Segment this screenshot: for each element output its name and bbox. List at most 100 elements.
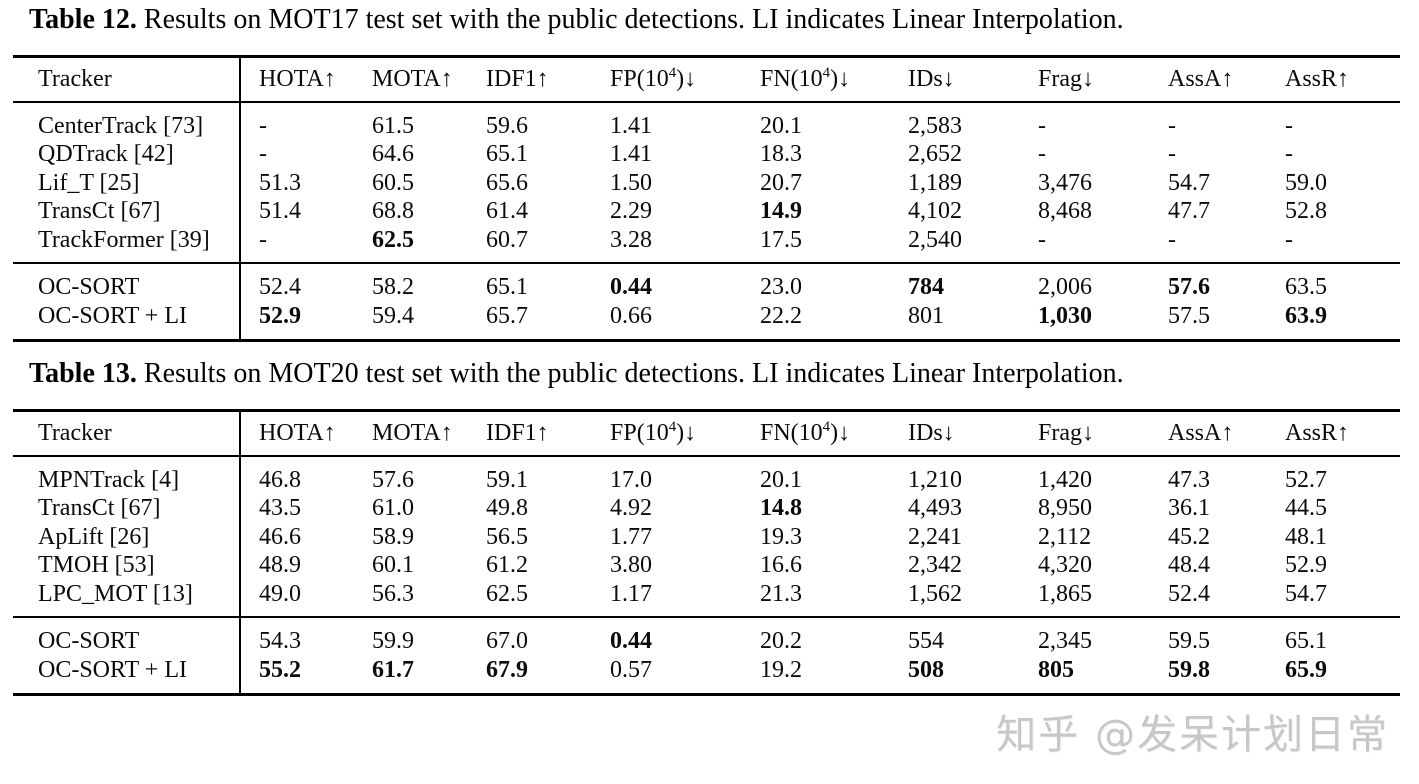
table-row: Lif_T [25] 51.3 60.5 65.6 1.50 20.7 1,189 3,476… [13, 168, 1400, 198]
table-cell: - [1038, 226, 1046, 253]
table-row: OC-SORT + LI 52.9 59.4 65.7 0.66 22.2 801 1,030… [13, 302, 1400, 341]
table-cell: 22.2 [760, 303, 802, 330]
table-cell: - [1285, 112, 1293, 139]
table-cell: 2,652 [908, 141, 962, 168]
table-cell: 3.80 [610, 552, 652, 579]
zhihu-watermark: 知乎 @发呆计划日常 [996, 712, 1389, 758]
table-cell: 46.6 [239, 522, 354, 552]
table-cell: 1,210 [908, 466, 962, 493]
table-cell: TransCt [67] [38, 495, 161, 522]
table-body-ocsort: OC-SORT 52.4 58.2 65.1 0.44 23.0 784 2,006 57.6 6… [13, 263, 1400, 341]
table-cell: 0.44 [610, 274, 652, 301]
table-cell: Lif_T [25] [38, 169, 140, 196]
table-cell: 59.8 [1168, 657, 1210, 684]
table-cell: - [1038, 112, 1046, 139]
column-header: FP(104)↓ [610, 64, 697, 92]
header-row: Tracker HOTA↑ MOTA↑ IDF1↑ FP(104)↓ FN(104)↓ ID… [13, 410, 1400, 456]
table-cell: 58.9 [372, 523, 414, 550]
table-cell: 4,102 [908, 198, 962, 225]
table-cell: 554 [908, 628, 944, 655]
table-row: OC-SORT + LI 55.2 61.7 67.9 0.57 19.2 508 805 59… [13, 656, 1400, 695]
table-cell: 20.2 [760, 628, 802, 655]
table-cell: - [1285, 141, 1293, 168]
table-cell: 19.3 [760, 523, 802, 550]
table-cell: 65.9 [1285, 657, 1327, 684]
table-cell: 0.66 [610, 303, 652, 330]
table-cell: LPC_MOT [13] [38, 580, 193, 607]
table-cell: 14.9 [760, 198, 802, 225]
table-cell: 63.5 [1285, 274, 1327, 301]
table-cell: 65.6 [486, 169, 528, 196]
table-cell: 45.2 [1168, 523, 1210, 550]
table-cell: 48.9 [239, 551, 354, 580]
column-header: Tracker [38, 65, 112, 92]
table-cell: 55.2 [239, 656, 354, 695]
table-block-mot20: Table 13. Results on MOT20 test set with… [13, 356, 1405, 696]
table-cell: 57.6 [1168, 274, 1210, 301]
table-cell: 1,420 [1038, 466, 1092, 493]
table-body-baselines: MPNTrack [4] 46.8 57.6 59.1 17.0 20.1 1,210 1,4… [13, 455, 1400, 618]
table-body-ocsort: OC-SORT 54.3 59.9 67.0 0.44 20.2 554 2,345 59.5 6… [13, 617, 1400, 695]
caption-label: Table 13. [29, 358, 137, 389]
table12-caption: Table 12. Results on MOT17 test set with… [29, 2, 1405, 38]
table-cell: 1.17 [610, 580, 652, 607]
table-cell: 52.4 [1168, 580, 1210, 607]
table-cell: 65.1 [486, 274, 528, 301]
column-header: AssR↑ [1285, 419, 1350, 446]
table-cell: 52.9 [1285, 552, 1327, 579]
column-header: IDs↓ [908, 65, 955, 92]
table-cell: 68.8 [372, 198, 414, 225]
table-cell: 2,345 [1038, 628, 1092, 655]
table-cell: 64.6 [372, 141, 414, 168]
table-cell: 48.1 [1285, 523, 1327, 550]
table-cell: OC-SORT [38, 628, 140, 655]
table-cell: 784 [908, 274, 944, 301]
table-cell: 1.50 [610, 169, 652, 196]
table-cell: 51.4 [239, 197, 354, 226]
table-cell: MPNTrack [4] [38, 466, 180, 493]
table-cell: 36.1 [1168, 495, 1210, 522]
column-header: Frag↓ [1038, 419, 1094, 446]
table-cell: 1,030 [1038, 303, 1092, 330]
table-cell: 48.4 [1168, 552, 1210, 579]
table-cell: 0.57 [610, 657, 652, 684]
table-cell: 1.41 [610, 141, 652, 168]
column-header: Tracker [38, 419, 112, 446]
table-cell: 23.0 [760, 274, 802, 301]
table-cell: 52.4 [239, 263, 354, 303]
table-cell: 59.6 [486, 112, 528, 139]
table-cell: 801 [908, 303, 944, 330]
table-cell: 56.5 [486, 523, 528, 550]
table-cell: 59.5 [1168, 628, 1210, 655]
table-cell: - [1285, 226, 1293, 253]
table-cell: 805 [1038, 657, 1074, 684]
table-cell: 61.0 [372, 495, 414, 522]
table-cell: 59.0 [1285, 169, 1327, 196]
table-body-baselines: CenterTrack [73] -61.5 59.6 1.41 20.1 2,583- -… [13, 101, 1400, 264]
caption-text: Results on MOT20 test set with the publi… [136, 358, 1124, 389]
table-cell: 19.2 [760, 657, 802, 684]
column-header: Frag↓ [1038, 65, 1094, 92]
table-cell: TrackFormer [39] [38, 226, 210, 253]
table-cell: - [1168, 112, 1176, 139]
table-cell: 44.5 [1285, 495, 1327, 522]
table-cell: 2,006 [1038, 274, 1092, 301]
table-header: Tracker HOTA↑ MOTA↑ IDF1↑ FP(104)↓ FN(104)↓ ID… [13, 56, 1400, 102]
table-row: LPC_MOT [13] 49.0 56.3 62.5 1.17 21.3 1,562 1,8… [13, 579, 1400, 618]
header-row: Tracker HOTA↑ MOTA↑ IDF1↑ FP(104)↓ FN(104)↓ ID… [13, 56, 1400, 102]
table-cell: 63.9 [1285, 303, 1327, 330]
table-cell: 56.3 [372, 580, 414, 607]
table-cell: 4,493 [908, 495, 962, 522]
table-cell: 18.3 [760, 141, 802, 168]
table-cell: 58.2 [372, 274, 414, 301]
table-cell: - [1168, 141, 1176, 168]
table-row: TransCt [67] 43.5 61.0 49.8 4.92 14.8 4,493 8,9… [13, 494, 1400, 523]
table-cell: - [239, 101, 354, 141]
table-cell: 61.5 [372, 112, 414, 139]
table-cell: - [239, 140, 354, 169]
column-header: FN(104)↓ [760, 64, 851, 92]
table-cell: 67.9 [486, 657, 528, 684]
table-cell: 1.77 [610, 523, 652, 550]
table-cell: 65.1 [1285, 628, 1327, 655]
table-row: TransCt [67] 51.4 68.8 61.4 2.29 14.9 4,102 8,4… [13, 197, 1400, 226]
